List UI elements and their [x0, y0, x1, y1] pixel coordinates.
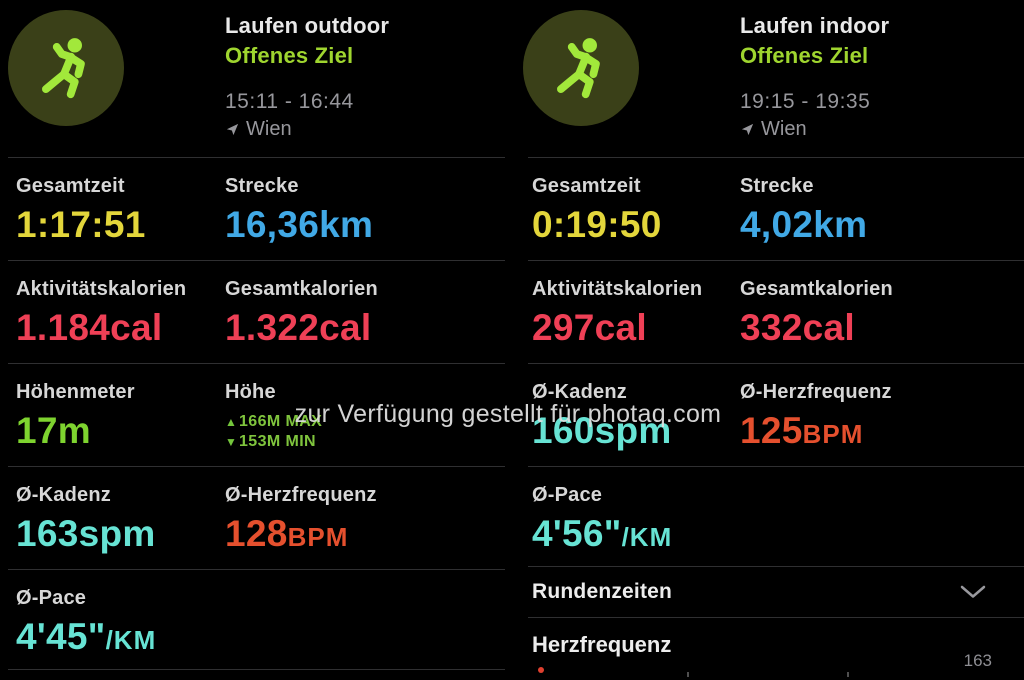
running-icon — [523, 10, 639, 126]
workout-header: Laufen indoor Offenes Ziel 19:15 - 19:35… — [523, 0, 1024, 158]
stat-value: 4'56"/KM — [532, 513, 673, 554]
stat-aktivitaetskalorien: Aktivitätskalorien 297cal — [528, 278, 736, 363]
workout-header: Laufen outdoor Offenes Ziel 15:11 - 16:4… — [8, 0, 505, 158]
stat-value: 1:17:51 — [16, 204, 146, 245]
bpm-unit: BPM — [287, 522, 349, 552]
stat-row-pace: Ø-Pace 4'56"/KM — [528, 467, 1024, 567]
location-arrow-icon — [741, 123, 754, 136]
stat-row-pace: Ø-Pace 4'45"/KM — [8, 570, 505, 670]
stat-row-time-distance: Gesamtzeit 1:17:51 Strecke 16,36km — [8, 158, 505, 261]
bpm-unit: BPM — [802, 419, 864, 449]
stat-row-calories: Aktivitätskalorien 297cal Gesamtkalorien… — [528, 261, 1024, 364]
stat-herzfrequenz: Ø-Herzfrequenz 125BPM — [736, 381, 1024, 466]
stat-strecke: Strecke 16,36km — [217, 175, 505, 260]
triangle-down-icon: ▼ — [225, 435, 238, 449]
workout-goal: Offenes Ziel — [225, 43, 354, 68]
rundenzeiten-label: Rundenzeiten — [532, 580, 673, 603]
stat-value: 125BPM — [740, 410, 864, 451]
stat-row-time-distance: Gesamtzeit 0:19:50 Strecke 4,02km — [528, 158, 1024, 261]
stat-value: 4,02km — [740, 204, 868, 245]
stat-value: 163spm — [16, 513, 156, 554]
stat-gesamtkalorien: Gesamtkalorien 1.322cal — [217, 278, 505, 363]
stat-value: 332cal — [740, 307, 855, 348]
stat-gesamtzeit: Gesamtzeit 0:19:50 — [528, 175, 736, 260]
workout-title: Laufen indoor — [740, 13, 890, 38]
stat-value: 297cal — [532, 307, 647, 348]
stat-value: 160spm — [532, 410, 672, 451]
workout-time-range: 19:15 - 19:35 — [740, 90, 871, 113]
elevation-min: ▼ 153M MIN — [225, 433, 316, 450]
herzfrequenz-chart-section: Herzfrequenz 163 — [528, 618, 1024, 677]
location-label: Wien — [246, 118, 292, 140]
stat-row-cadence-hr: Ø-Kadenz 163spm Ø-Herzfrequenz 128BPM — [8, 467, 505, 570]
elevation-max: ▲ 166M MAX — [225, 413, 323, 430]
watermark-text: zur Verfügung gestellt für photaq.com — [294, 400, 722, 428]
workout-goal: Offenes Ziel — [740, 43, 869, 68]
stat-value: 16,36km — [225, 204, 374, 245]
stat-value: 128BPM — [225, 513, 349, 554]
triangle-up-icon: ▲ — [225, 415, 238, 429]
stat-row-calories: Aktivitätskalorien 1.184cal Gesamtkalori… — [8, 261, 505, 364]
running-icon — [8, 10, 124, 126]
stat-herzfrequenz: Ø-Herzfrequenz 128BPM — [217, 484, 505, 569]
per-km-unit: /KM — [621, 522, 673, 552]
stat-pace: Ø-Pace 4'45"/KM — [8, 587, 505, 658]
stat-row-cadence-hr: Ø-Kadenz 160spm Ø-Herzfrequenz 125BPM — [528, 364, 1024, 467]
stat-value: 4'45"/KM — [16, 616, 157, 657]
chart-tick — [687, 672, 689, 677]
stat-value: 17m — [16, 410, 91, 451]
per-km-unit: /KM — [105, 625, 157, 655]
heart-rate-max-label: 163 — [963, 651, 992, 670]
workout-card-outdoor: Laufen outdoor Offenes Ziel 15:11 - 16:4… — [8, 0, 505, 670]
rundenzeiten-expander[interactable]: Rundenzeiten — [528, 567, 1024, 618]
workout-location: Wien — [225, 118, 389, 141]
stat-aktivitaetskalorien: Aktivitätskalorien 1.184cal — [8, 278, 217, 363]
chevron-down-icon[interactable] — [960, 585, 986, 599]
stat-value: 1.322cal — [225, 307, 372, 348]
workout-time-range: 15:11 - 16:44 — [225, 90, 354, 113]
elevation-max-min: ▲ 166M MAX ▼ 153M MIN — [225, 412, 505, 452]
workout-title: Laufen outdoor — [225, 13, 390, 38]
stat-row-elevation: Höhenmeter 17m Höhe ▲ 166M MAX ▼ 153M MIN — [8, 364, 505, 467]
workout-location: Wien — [740, 118, 889, 141]
stat-gesamtkalorien: Gesamtkalorien 332cal — [736, 278, 1024, 363]
location-arrow-icon — [226, 123, 239, 136]
stat-gesamtzeit: Gesamtzeit 1:17:51 — [8, 175, 217, 260]
stat-value: 0:19:50 — [532, 204, 662, 245]
heart-rate-dot — [538, 667, 544, 673]
stat-value: 1.184cal — [16, 307, 163, 348]
stat-hoehenmeter: Höhenmeter 17m — [8, 381, 217, 466]
workout-card-indoor: Laufen indoor Offenes Ziel 19:15 - 19:35… — [512, 0, 1024, 680]
herzfrequenz-heading: Herzfrequenz — [532, 632, 672, 657]
stat-kadenz: Ø-Kadenz 160spm — [528, 381, 736, 466]
location-label: Wien — [761, 118, 807, 140]
stat-strecke: Strecke 4,02km — [736, 175, 1024, 260]
stat-hoehe: Höhe ▲ 166M MAX ▼ 153M MIN — [217, 381, 505, 466]
stat-kadenz: Ø-Kadenz 163spm — [8, 484, 217, 569]
stat-pace: Ø-Pace 4'56"/KM — [528, 484, 1024, 555]
chart-tick — [847, 672, 849, 677]
